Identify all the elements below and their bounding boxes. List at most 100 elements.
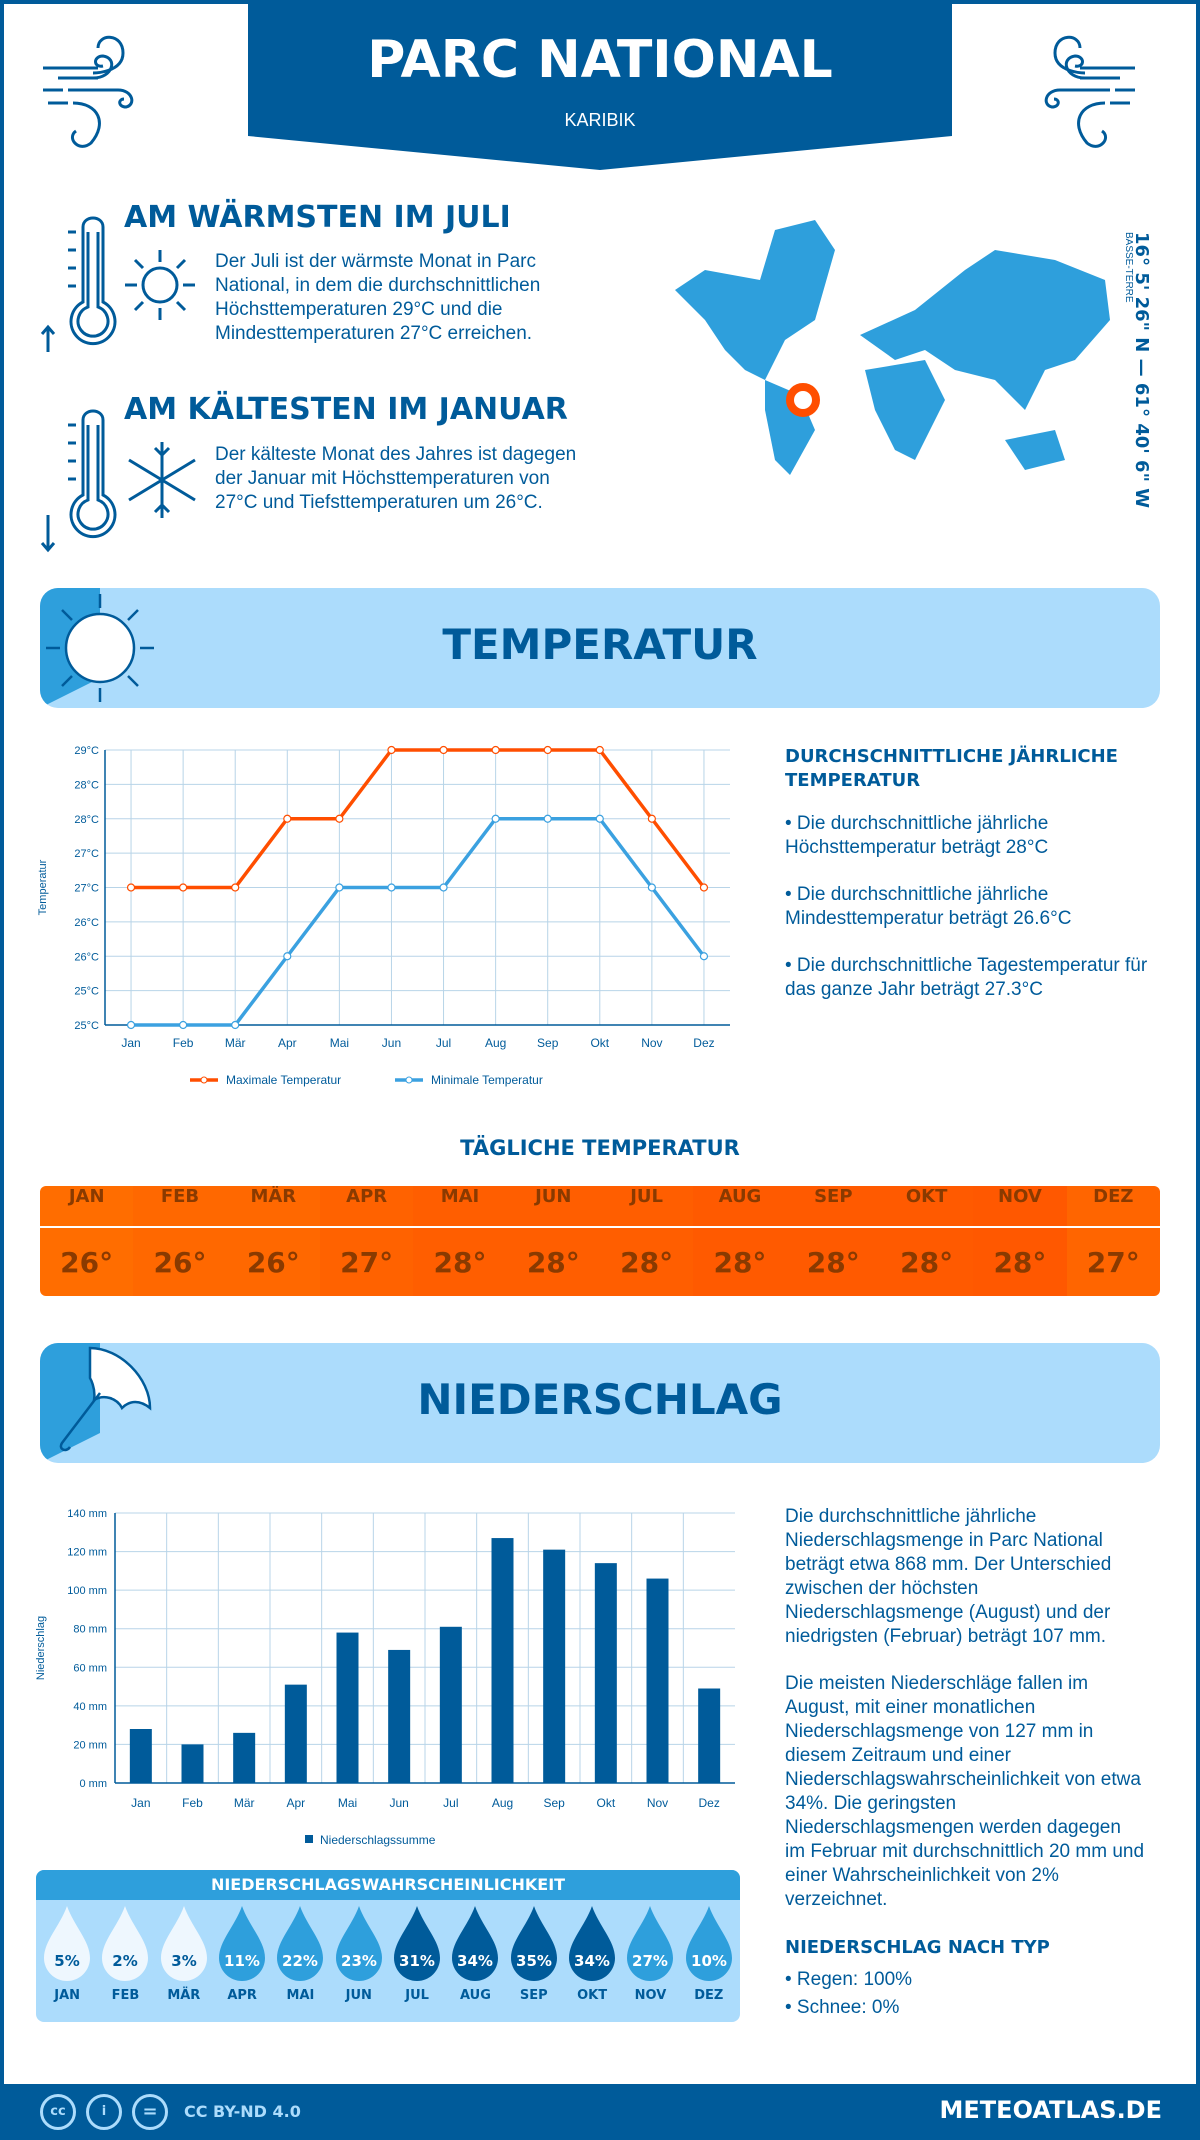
x-tick-label: Jul	[436, 1036, 451, 1050]
probability-item: 2% FEB	[96, 1906, 154, 2003]
legend-label: Maximale Temperatur	[226, 1073, 341, 1087]
daily-value: 26°	[153, 1245, 207, 1279]
daily-month: DEZ	[1066, 1186, 1160, 1228]
x-tick-label: Nov	[641, 1036, 662, 1050]
y-tick-label: 29°C	[74, 745, 99, 757]
y-tick-label: 120 mm	[67, 1547, 107, 1559]
daily-month: MÄR	[226, 1186, 320, 1228]
thermometer-warm-icon	[40, 216, 117, 352]
attribution-icon: i	[86, 2094, 122, 2130]
daily-temp-column: JAN 26°	[40, 1186, 134, 1296]
data-point	[647, 814, 656, 823]
probability-month: APR	[227, 1988, 257, 2003]
y-tick-label: 26°C	[74, 951, 99, 963]
raindrop-icon: 5%	[44, 1906, 91, 1981]
data-point	[595, 745, 604, 755]
daily-value: 28°	[620, 1245, 674, 1279]
temperature-banner: TEMPERATUR	[40, 588, 1160, 708]
data-point	[179, 1020, 188, 1030]
probability-item: 31% JUL	[388, 1906, 446, 2003]
x-tick-label: Okt	[590, 1036, 609, 1050]
probability-value: 34%	[574, 1952, 610, 1970]
probability-value: 10%	[691, 1952, 727, 1970]
daily-temp-column: APR 27°	[319, 1186, 414, 1296]
x-tick-label: Mai	[330, 1036, 349, 1050]
daily-value: 28°	[526, 1245, 580, 1279]
bar	[491, 1538, 514, 1783]
raindrop-icon: 27%	[627, 1906, 674, 1981]
raindrop-icon: 34%	[569, 1906, 616, 1981]
probability-value: 11%	[224, 1952, 260, 1970]
data-point	[126, 883, 136, 892]
bar	[543, 1549, 566, 1783]
legend-label: Minimale Temperatur	[431, 1073, 543, 1087]
legend-marker	[200, 1076, 208, 1084]
data-point	[283, 952, 292, 961]
probability-value: 34%	[458, 1952, 494, 1970]
raindrop-icon: 10%	[685, 1906, 732, 1981]
y-tick-label: 0 mm	[80, 1778, 108, 1790]
x-tick-label: Mai	[338, 1796, 357, 1810]
x-tick-label: Nov	[647, 1796, 668, 1810]
precipitation-banner: NIEDERSCHLAG	[40, 1343, 1160, 1463]
daily-temperature-table: JAN 26° FEB 26° MÄR 26° APR 27° MAI 28° JUN 28° JUL 2…	[40, 1186, 1160, 1296]
precip-probability-panel: NIEDERSCHLAGSWAHRSCHEINLICHKEIT 5% JAN 2% F…	[36, 1870, 740, 2022]
daily-temp-column: JUN 28°	[506, 1186, 600, 1296]
y-tick-label: 140 mm	[67, 1508, 107, 1520]
data-point	[126, 1020, 136, 1030]
y-tick-label: 27°C	[74, 883, 99, 895]
legend-swatch	[305, 1835, 313, 1843]
cc-icon: cc	[40, 2094, 76, 2130]
daily-month: APR	[319, 1186, 414, 1228]
precip-summary-text: Die durchschnittliche jährliche Niedersc…	[785, 1506, 1112, 1647]
daily-value: 28°	[713, 1245, 767, 1279]
warmest-heading: AM WÄRMSTEN IM JULI	[124, 200, 511, 235]
probability-month: AUG	[460, 1988, 491, 2003]
daily-value: 28°	[806, 1245, 860, 1279]
wind-icon	[1044, 35, 1135, 148]
x-tick-label: Feb	[182, 1796, 203, 1810]
probability-item: 34% AUG	[446, 1906, 504, 2003]
sun-icon	[125, 250, 195, 320]
data-point	[595, 814, 604, 823]
bar	[336, 1632, 359, 1783]
data-point	[335, 814, 344, 823]
probability-value: 2%	[113, 1952, 138, 1970]
data-point	[387, 745, 396, 755]
y-tick-label: 80 mm	[73, 1624, 107, 1636]
x-tick-label: Jan	[121, 1036, 140, 1050]
annual-temp-heading: DURCHSCHNITTLICHE JÄHRLICHE TEMPERATUR	[785, 746, 1118, 791]
data-point	[439, 745, 448, 755]
region-subtitle: KARIBIK	[564, 110, 636, 130]
probability-month: JAN	[54, 1988, 81, 2003]
annual-bullet: • Die durchschnittliche jährliche Höchst…	[785, 813, 1049, 858]
daily-value: 27°	[1086, 1245, 1140, 1279]
no-derivatives-icon: =	[132, 2094, 168, 2130]
sun-icon	[46, 594, 154, 702]
data-point	[335, 883, 344, 892]
data-point	[491, 814, 500, 823]
daily-temp-column: FEB 26°	[133, 1186, 227, 1296]
coordinates: 16° 5' 26" N — 61° 40' 6" W	[1131, 232, 1152, 509]
y-tick-label: 20 mm	[73, 1739, 107, 1751]
umbrella-icon	[59, 1346, 152, 1452]
coldest-heading: AM KÄLTESTEN IM JANUAR	[124, 392, 568, 427]
x-tick-label: Mär	[225, 1036, 246, 1050]
x-tick-label: Aug	[485, 1036, 506, 1050]
footer: cc i = CC BY-ND 4.0 METEOATLAS.DE	[0, 2084, 1200, 2140]
probability-month: SEP	[519, 1988, 548, 2003]
x-tick-label: Dez	[693, 1036, 714, 1050]
snowflake-icon	[128, 442, 196, 518]
x-tick-label: Sep	[543, 1796, 565, 1810]
x-tick-label: Apr	[286, 1796, 305, 1810]
x-tick-label: Aug	[492, 1796, 513, 1810]
probability-value: 3%	[171, 1952, 196, 1970]
site-link[interactable]: METEOATLAS.DE	[939, 2096, 1162, 2124]
probability-item: 35% SEP	[505, 1906, 563, 2003]
probability-value: 23%	[341, 1952, 377, 1970]
daily-temp-column: MÄR 26°	[226, 1186, 320, 1296]
bar	[181, 1744, 204, 1783]
x-tick-label: Feb	[173, 1036, 194, 1050]
daily-month: JUL	[599, 1186, 694, 1228]
bar	[284, 1684, 307, 1783]
